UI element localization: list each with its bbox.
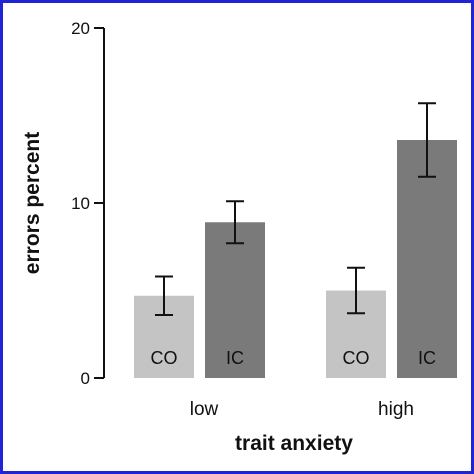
y-axis-title: errors percent: [21, 132, 44, 274]
bar-ic-high: [397, 140, 457, 378]
y-tick-label-20: 20: [71, 19, 90, 38]
bar-label-ic-low: IC: [226, 348, 244, 368]
bar-label-co-low: CO: [151, 348, 178, 368]
y-tick-label-10: 10: [71, 194, 90, 213]
bar-chart: 0 10 20 CO IC low CO IC high trait anxiety erro…: [21, 19, 457, 455]
bars-group: [134, 140, 457, 378]
x-axis-title: trait anxiety: [235, 432, 353, 455]
category-label-high: high: [378, 399, 414, 420]
error-bars-group: [155, 102, 436, 316]
bar-ic-low: [205, 222, 265, 378]
y-axis: 0 10 20: [71, 19, 105, 388]
y-tick-label-0: 0: [81, 369, 90, 388]
labels-group: CO IC low CO IC high: [151, 348, 437, 420]
category-label-low: low: [190, 399, 219, 420]
bar-label-co-high: CO: [343, 348, 370, 368]
bar-label-ic-high: IC: [418, 348, 436, 368]
